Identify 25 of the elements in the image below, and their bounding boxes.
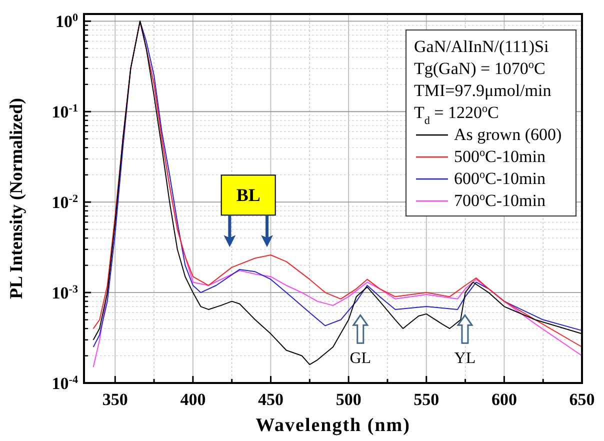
x-tick-label: 450 bbox=[258, 390, 284, 409]
x-tick-label: 350 bbox=[102, 390, 128, 409]
x-tick-label: 650 bbox=[569, 390, 595, 409]
y-tick-label: 10$^{0}$ bbox=[55, 12, 78, 32]
legend-label: 600$^{o}$C-10min bbox=[454, 169, 546, 188]
annotation: GaN/AlInN/(111)Si bbox=[414, 37, 549, 56]
legend-label: 500$^{o}$C-10min bbox=[454, 147, 546, 166]
y-tick-label: 10$^{-1}$ bbox=[52, 102, 78, 122]
annotation: BL bbox=[236, 185, 260, 206]
x-tick-label: 400 bbox=[180, 390, 206, 409]
x-tick-label: 600 bbox=[491, 390, 517, 409]
x-axis-title: Wavelength (nm) bbox=[256, 415, 410, 436]
y-tick-label: 10$^{-2}$ bbox=[52, 193, 78, 212]
legend-label: 700$^{o}$C-10min bbox=[454, 191, 546, 210]
y-axis-title: PL Intensity (Normalized) bbox=[6, 98, 26, 299]
y-tick-label: 10$^{-3}$ bbox=[52, 284, 78, 303]
annotation: YL bbox=[454, 350, 476, 368]
annotation: T$_{d}$ = 1220$^{o}$C bbox=[414, 103, 499, 127]
annotation: Tg(GaN) = 1070$^{o}$C bbox=[414, 59, 546, 78]
annotation: TMI=97.9μmol/min bbox=[414, 81, 552, 100]
y-tick-label: 10$^{-4}$ bbox=[52, 374, 78, 393]
x-tick-label: 550 bbox=[414, 390, 440, 409]
x-tick-label: 500 bbox=[336, 390, 362, 409]
annotation: GL bbox=[350, 350, 372, 368]
legend-label: As grown (600) bbox=[454, 125, 562, 144]
